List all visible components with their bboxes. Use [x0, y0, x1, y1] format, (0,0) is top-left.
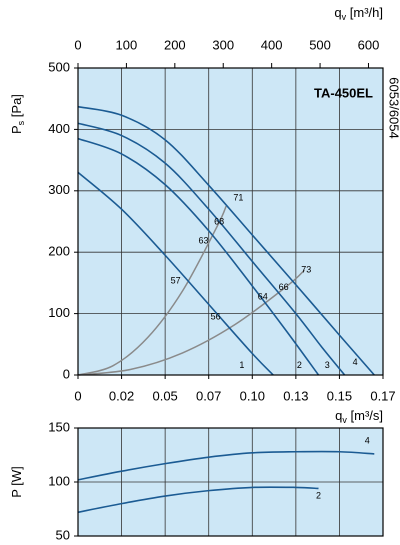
y-tick-label: 100: [48, 305, 70, 320]
curve-label: 3: [325, 360, 330, 370]
side-note: 6053/6054: [387, 77, 400, 138]
x2-tick-label: 200: [164, 37, 186, 52]
y-tick-label: 500: [48, 59, 70, 74]
curve-label: 2: [316, 490, 321, 500]
axis-label-main: P: [9, 489, 24, 497]
axis-label-sub: v: [342, 12, 347, 22]
axis-label: qv [m³/s]: [335, 408, 383, 425]
axis-label-main: q: [335, 408, 342, 423]
curve-label: 4: [365, 435, 370, 445]
x-tick-label: 0.13: [283, 388, 308, 403]
y-tick-label: 400: [48, 121, 70, 136]
x-tick-label: 0.15: [327, 388, 352, 403]
x-tick-label: 0.07: [196, 388, 221, 403]
y-tick-label: 100: [48, 473, 70, 488]
x2-tick-label: 100: [116, 37, 138, 52]
efficiency-label: 68: [214, 216, 224, 226]
x-tick-label: 0.17: [370, 388, 395, 403]
y-tick-label: 0: [63, 366, 70, 381]
axis-label-unit: [m³/s]: [347, 408, 383, 423]
axis-label-main: P: [9, 125, 24, 134]
efficiency-label: 66: [279, 282, 289, 292]
axis-label: qv [m³/h]: [334, 5, 383, 22]
fan-curve: [77, 137, 320, 376]
y-tick-label: 200: [48, 244, 70, 259]
x2-tick-label: 0: [74, 37, 81, 52]
plot-area: [78, 68, 383, 375]
curve-label: 1: [239, 360, 244, 370]
efficiency-label: 64: [258, 291, 268, 301]
chart-title: TA-450EL: [314, 85, 373, 100]
fan-curve: [77, 486, 319, 514]
x-tick-label: 0.02: [109, 388, 134, 403]
x2-tick-label: 600: [358, 37, 380, 52]
plot-frame: [77, 67, 384, 376]
efficiency-label: 57: [171, 275, 181, 285]
x2-tick-label: 400: [261, 37, 283, 52]
axis-label-unit: [m³/h]: [346, 5, 383, 20]
y-tick-label: 50: [56, 527, 70, 542]
curve-label: 4: [353, 357, 358, 367]
curve-label: 2: [297, 360, 302, 370]
x-tick-label: 0.10: [240, 388, 265, 403]
axis-label-sub: v: [342, 415, 347, 425]
fan-curve: [77, 122, 346, 376]
system-curve: [77, 205, 227, 376]
x2-tick-label: 300: [212, 37, 234, 52]
axis-label-unit: [Pa]: [9, 94, 24, 121]
fan-curve: [77, 105, 375, 376]
efficiency-label: 71: [233, 193, 243, 203]
fan-curve: [77, 171, 274, 376]
x2-tick-label: 500: [309, 37, 331, 52]
axis-label-sub: s: [16, 120, 26, 125]
axis-label-main: q: [334, 5, 341, 20]
x-tick-label: 0.05: [152, 388, 177, 403]
axis-label: P [W]: [9, 466, 24, 498]
axis-label: Ps [Pa]: [9, 94, 26, 134]
plot-frame: [77, 427, 384, 537]
efficiency-label: 73: [301, 264, 311, 274]
efficiency-label: 56: [211, 312, 221, 322]
y-tick-label: 150: [48, 419, 70, 434]
x-tick-label: 0: [74, 388, 81, 403]
axis-label-unit: [W]: [9, 466, 24, 489]
y-tick-label: 300: [48, 182, 70, 197]
fan-curve: [77, 450, 375, 481]
efficiency-label: 63: [198, 236, 208, 246]
system-curve: [77, 269, 306, 376]
